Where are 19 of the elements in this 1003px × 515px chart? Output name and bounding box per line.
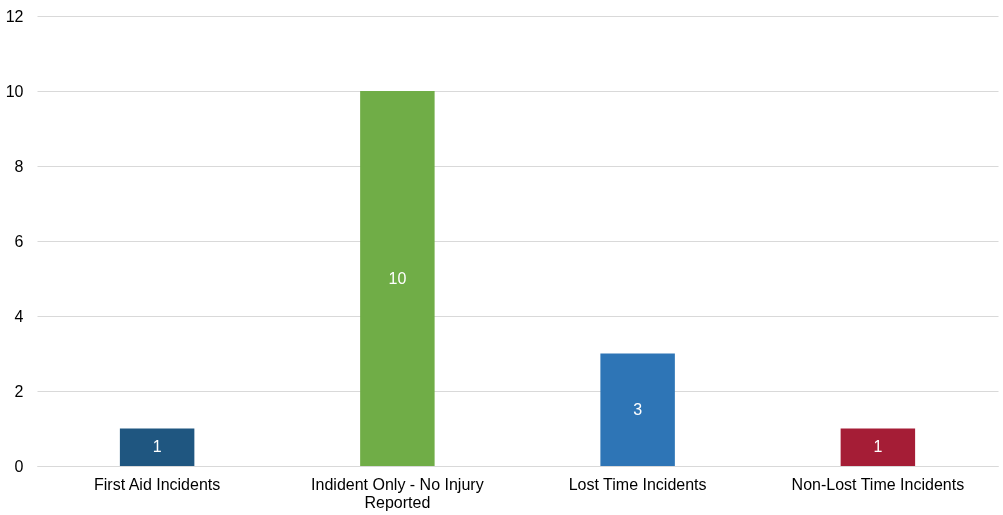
x-tick-label: Non-Lost Time Incidents — [791, 475, 965, 493]
data-label: 10 — [388, 269, 407, 287]
bar — [600, 353, 675, 466]
y-tick-label: 12 — [5, 7, 24, 25]
y-tick-label: 0 — [14, 457, 24, 475]
bar — [840, 428, 916, 466]
x-tick-label: Lost Time Incidents — [568, 475, 707, 493]
x-tick-label: First Aid Incidents — [93, 475, 221, 493]
data-label: 1 — [152, 438, 162, 456]
y-tick-label: 2 — [14, 382, 24, 400]
bar — [119, 428, 195, 466]
y-tick-label: 4 — [14, 307, 24, 325]
data-label: 1 — [873, 438, 883, 456]
y-tick-label: 8 — [14, 157, 24, 175]
bar — [360, 91, 435, 466]
x-tick-label: Indident Only - No Injury Reported — [311, 475, 484, 511]
data-label: 3 — [633, 400, 643, 418]
y-tick-label: 10 — [5, 82, 24, 100]
y-tick-label: 6 — [14, 232, 24, 250]
